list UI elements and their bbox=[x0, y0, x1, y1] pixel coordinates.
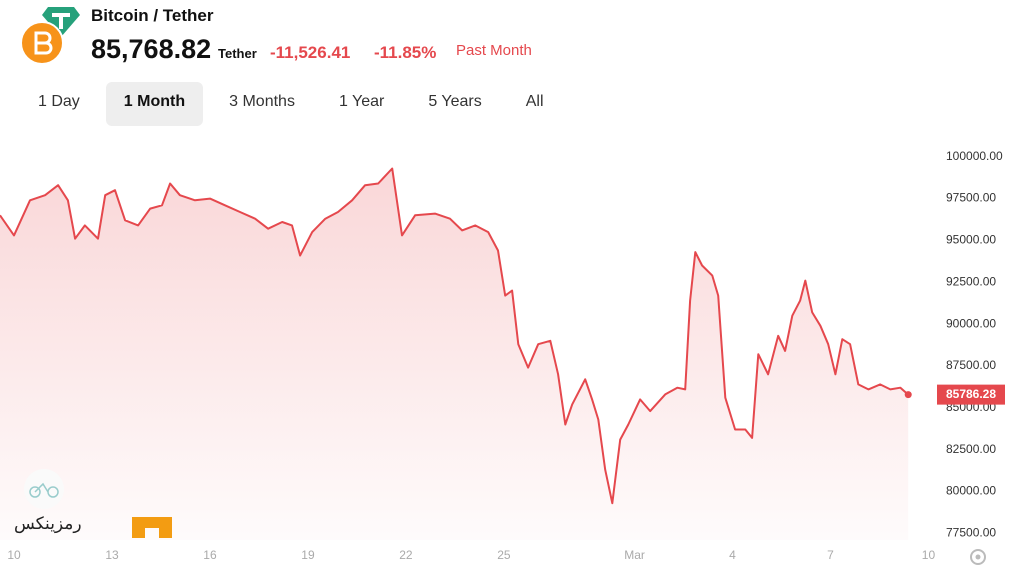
range-tab[interactable]: All bbox=[525, 93, 544, 110]
range-tab[interactable]: 3 Months bbox=[229, 93, 295, 110]
last-price-tag bbox=[937, 384, 1005, 405]
y-tick-label: 90000.00 bbox=[946, 316, 996, 330]
watermark-icon bbox=[29, 482, 59, 498]
area bbox=[0, 168, 909, 540]
y-tick-label: 92500.00 bbox=[946, 274, 996, 288]
y-tick-label: 95000.00 bbox=[946, 233, 996, 247]
pair-name: Bitcoin / Tether bbox=[91, 6, 214, 25]
bitcoin-glyph bbox=[34, 31, 53, 55]
x-tick-label: 10 bbox=[7, 548, 21, 562]
watermark-circle bbox=[24, 469, 64, 509]
y-tick-label: 82500.00 bbox=[946, 442, 996, 456]
period: Past Month bbox=[456, 42, 532, 59]
range-tabs: 1 Day 1 Month 3 Months 1 Year 5 Years All bbox=[20, 82, 570, 126]
x-tick-label: 7 bbox=[827, 548, 834, 562]
price-change: -11,526.41 bbox=[270, 43, 351, 62]
brand: رمزینکس bbox=[14, 514, 82, 533]
y-tick-label: 100000.00 bbox=[946, 149, 1003, 163]
range-tab[interactable]: 5 Years bbox=[428, 93, 482, 110]
range-tab[interactable]: 1 Year bbox=[338, 93, 385, 110]
x-tick-label: 22 bbox=[399, 548, 413, 562]
y-tick-label: 97500.00 bbox=[946, 191, 996, 205]
price-unit: Tether bbox=[218, 46, 257, 61]
x-tick-label: 19 bbox=[301, 548, 315, 562]
range-tab[interactable]: 1 Month bbox=[105, 82, 204, 126]
plot: 77500.0080000.0082500.0085000.0087500.00… bbox=[0, 149, 1005, 562]
price-change-pct: -11.85% bbox=[374, 43, 437, 62]
y-tick-label: 87500.00 bbox=[946, 358, 996, 372]
settings-dot bbox=[975, 554, 981, 560]
x-tick-label: 4 bbox=[729, 548, 736, 562]
tether-glyph bbox=[52, 13, 70, 29]
x-tick-label: 10 bbox=[922, 548, 936, 562]
last-price-label: 85786.28 bbox=[946, 387, 996, 401]
x-tick-label: Mar bbox=[624, 548, 645, 562]
last-point bbox=[904, 391, 912, 399]
brand-logo bbox=[132, 517, 172, 538]
range-tab[interactable]: 1 Day bbox=[38, 93, 80, 110]
price-line bbox=[0, 167, 909, 505]
x-tick-label: 16 bbox=[203, 548, 217, 562]
x-tick-label: 25 bbox=[497, 548, 511, 562]
x-tick-label: 13 bbox=[105, 548, 119, 562]
price: 85,768.82 bbox=[91, 34, 212, 64]
y-tick-label: 80000.00 bbox=[946, 484, 996, 498]
y-tick-label: 77500.00 bbox=[946, 525, 996, 539]
settings-icon[interactable] bbox=[970, 549, 986, 565]
